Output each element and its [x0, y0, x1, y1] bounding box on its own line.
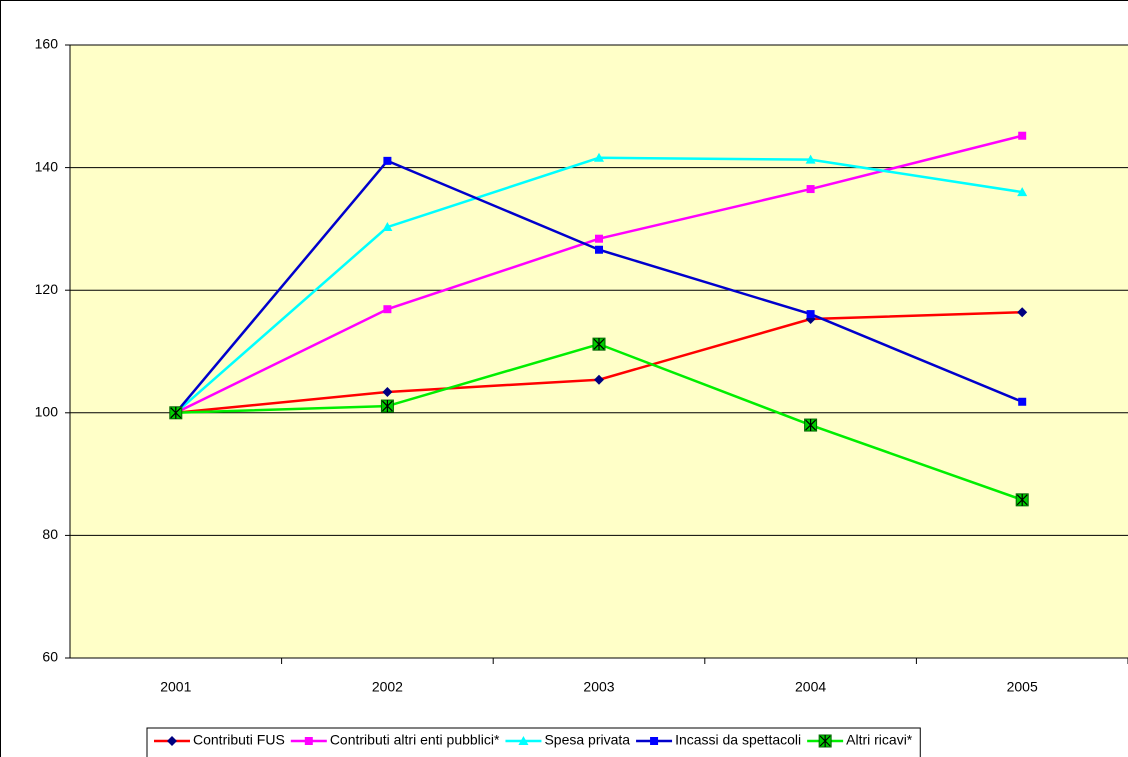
x-tick-label: 2001	[160, 679, 191, 695]
marker	[595, 234, 603, 243]
legend-label: Contributi altri enti pubblici*	[330, 732, 500, 748]
marker	[1018, 131, 1027, 140]
marker	[818, 734, 832, 748]
marker	[595, 245, 603, 254]
legend-label: Contributi FUS	[193, 732, 285, 748]
marker	[382, 386, 393, 397]
marker	[383, 305, 392, 314]
x-tick-label: 2005	[1007, 679, 1038, 695]
marker	[1017, 187, 1028, 197]
marker	[167, 736, 177, 746]
y-tick-label: 60	[42, 649, 58, 665]
legend-label: Altri ricavi*	[846, 732, 913, 748]
x-tick-label: 2004	[795, 679, 826, 695]
legend-label: Spesa privata	[544, 732, 630, 748]
marker	[805, 154, 816, 164]
marker	[1017, 307, 1028, 318]
marker-star	[593, 338, 605, 351]
legend: Contributi FUS Contributi altri enti pubb…	[146, 727, 921, 757]
y-tick-label: 160	[35, 36, 59, 52]
marker-star	[805, 419, 817, 432]
marker	[1018, 397, 1027, 406]
marker	[806, 310, 815, 319]
y-tick-label: 80	[42, 526, 58, 542]
legend-box	[146, 727, 921, 757]
marker	[169, 406, 183, 420]
y-tick-label: 120	[35, 281, 59, 297]
legend-label: Incassi da spettacoli	[675, 732, 801, 748]
marker-star	[819, 735, 831, 747]
marker	[594, 374, 604, 385]
marker	[380, 399, 394, 413]
y-tick-label: 100	[35, 404, 59, 420]
marker	[518, 736, 529, 745]
marker	[650, 737, 659, 745]
marker	[806, 185, 815, 194]
marker	[804, 418, 818, 432]
x-tick-label: 2002	[372, 679, 403, 695]
x-tick-label: 2003	[583, 679, 614, 695]
marker	[594, 152, 604, 162]
marker	[383, 156, 392, 165]
marker	[592, 337, 606, 351]
marker-star	[381, 400, 393, 413]
marker	[382, 222, 393, 232]
marker-star	[1016, 493, 1028, 506]
marker	[1015, 493, 1029, 507]
marker-star	[170, 406, 182, 419]
y-tick-label: 140	[35, 158, 59, 174]
marker	[304, 737, 313, 745]
